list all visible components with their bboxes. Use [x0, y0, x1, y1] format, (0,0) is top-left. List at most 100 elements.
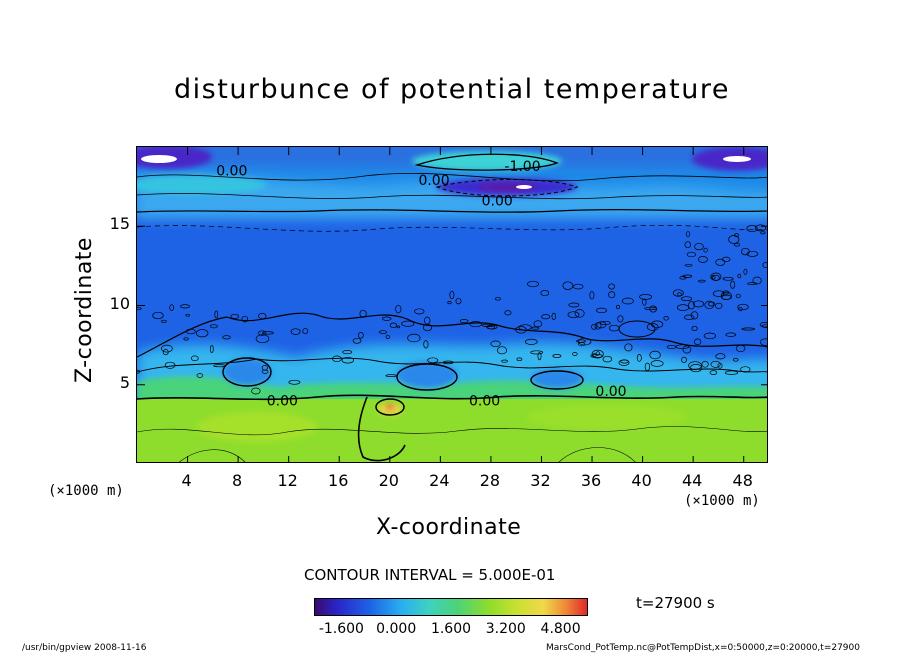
contour-cell: [686, 251, 697, 258]
chart-title: disturbunce of potential temperature: [174, 74, 730, 105]
contour-cell: [592, 353, 597, 357]
contour-cell: [691, 325, 698, 332]
contour-cell: [495, 296, 501, 301]
contour-cell: [255, 334, 270, 344]
contour-cell: [516, 357, 523, 362]
x-tick-label: 4: [181, 471, 192, 490]
contour-cell: [741, 327, 756, 331]
x-tick-label: 44: [681, 471, 703, 490]
contour-cell: [608, 324, 620, 332]
contour-cell: [185, 313, 190, 317]
x-tick-label: 16: [328, 471, 349, 490]
contour-cell: [407, 333, 421, 343]
contour-cell: [422, 323, 433, 332]
contour-cell: [646, 323, 659, 331]
contour-cell: [711, 275, 716, 280]
field-lower-patch-2: [527, 405, 687, 429]
contour-cell: [752, 276, 762, 285]
contour-cell: [621, 297, 634, 305]
contour-cell: [401, 320, 415, 327]
contour-cell: [760, 231, 766, 235]
contour-label: 0.00: [482, 194, 513, 210]
contour-cell: [616, 305, 620, 310]
contour-cell: [724, 370, 739, 375]
contour-cell: [541, 314, 551, 320]
contour-bubble-1: [222, 357, 272, 387]
contour-cell: [288, 379, 301, 385]
contour-bubble-2: [396, 363, 458, 391]
white-blob-right: [723, 156, 751, 162]
contour-lower-3: [558, 447, 636, 462]
y-tick-label: 15: [109, 214, 130, 234]
contour-cell: [746, 225, 758, 233]
contour-cell: [414, 308, 425, 315]
contour-cell: [251, 387, 261, 395]
contour-cell: [649, 350, 661, 360]
contour-cell: [574, 309, 585, 318]
contour-cell: [562, 281, 574, 290]
contour-dashed-mid: [137, 224, 767, 232]
contour-cell: [568, 302, 580, 308]
field-bubble-1: [223, 358, 271, 386]
field-lower-patch-1: [197, 412, 317, 442]
contour-cell: [578, 341, 585, 347]
x-unit-left: (×1000 m): [48, 483, 124, 499]
contour-cell: [759, 322, 767, 328]
contour-cell: [358, 332, 364, 339]
contour-cell: [427, 357, 439, 364]
contour-cell: [710, 360, 721, 368]
contour-lower-1: [137, 426, 767, 436]
contour-cell: [728, 235, 740, 244]
field-upper-teal-2: [137, 176, 267, 194]
contour-cell: [703, 247, 708, 253]
contour-cell: [455, 297, 462, 305]
contour-cell: [290, 328, 301, 335]
x-tick-label: 28: [479, 471, 501, 490]
contour-cell: [490, 340, 501, 348]
contour-cell: [449, 290, 455, 300]
contour-cell: [676, 304, 690, 311]
x-axis-label: X-coordinate: [376, 515, 522, 540]
time-label: t=27900 s: [636, 594, 715, 612]
contour-labels: 0.00 -1.00 0.00 0.00 0.00 0.00 0.00: [216, 159, 626, 410]
contour-cell: [481, 323, 496, 327]
white-blob-mid: [516, 185, 532, 189]
contour-cell: [504, 310, 512, 316]
white-blob-left: [141, 155, 177, 163]
contour-cell: [675, 344, 690, 349]
contour-cell: [698, 279, 706, 283]
contour-cell: [196, 329, 209, 338]
contour-cell: [137, 369, 141, 374]
contour-cell: [761, 324, 767, 328]
contour-cell: [701, 360, 709, 368]
plot-area: 0.00 -1.00 0.00 0.00 0.00 0.00 0.00: [136, 146, 768, 463]
contour-cell: [710, 272, 722, 281]
footer-left: /usr/bin/gpview 2008-11-16: [22, 643, 147, 653]
contour-cell: [759, 338, 767, 346]
x-tick-label: 40: [631, 471, 652, 490]
contour-cell: [196, 373, 204, 378]
contour-cell: [578, 337, 592, 346]
contour-cell: [258, 330, 267, 336]
contour-cell: [459, 319, 469, 324]
contour-cell: [697, 256, 708, 263]
contour-cell: [715, 302, 723, 309]
contour-cell: [524, 338, 538, 345]
contour-cell: [608, 291, 616, 299]
contour-cell: [617, 315, 624, 323]
contour-cell: [624, 343, 633, 352]
contour-cell: [709, 370, 718, 375]
contour-cell: [737, 273, 742, 279]
contour-cell: [747, 282, 758, 285]
field-bubble-3: [531, 369, 583, 389]
contour-cell: [501, 359, 508, 363]
contour-cell: [683, 314, 695, 320]
contour-cell: [679, 276, 687, 280]
contour-cell: [540, 290, 550, 297]
contour-cell: [720, 291, 732, 301]
tick-marks: [137, 147, 767, 462]
contour-upper-2: [414, 153, 559, 171]
contour-cell: [180, 304, 191, 309]
contour-interval: CONTOUR INTERVAL = 5.000E-01: [304, 566, 556, 584]
contour-cell: [735, 293, 741, 299]
